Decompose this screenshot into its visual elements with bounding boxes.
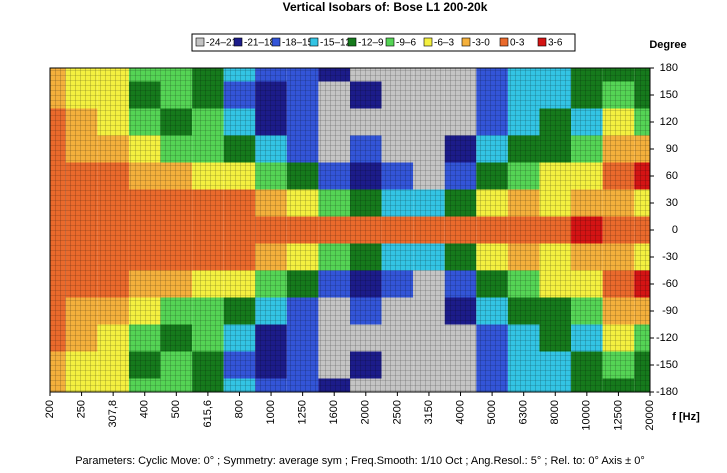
y-tick-label: -120	[656, 332, 678, 344]
legend-swatch	[423, 37, 433, 47]
x-tick-label: 4000	[454, 400, 466, 424]
legend-swatch	[385, 37, 395, 47]
y-tick-label: 0	[672, 224, 678, 236]
legend-swatch	[271, 37, 281, 47]
x-tick-label: 615,6	[202, 400, 214, 428]
y-tick-label: 30	[666, 197, 678, 209]
x-tick-label: 1250	[297, 400, 309, 424]
legend-swatch	[499, 37, 509, 47]
x-tick-label: 200	[44, 400, 56, 418]
legend-label: -6–3	[434, 38, 454, 49]
y-tick-label: -180	[656, 386, 678, 398]
y-axis-label: Degree	[649, 39, 686, 51]
x-tick-label: 500	[170, 400, 182, 418]
x-tick-label: 307,8	[107, 400, 119, 428]
x-tick-label: 5000	[486, 400, 498, 424]
legend-label: -21–18	[244, 38, 276, 49]
y-tick-label: 90	[666, 143, 678, 155]
legend-swatch	[309, 37, 319, 47]
legend-swatch	[537, 37, 547, 47]
x-tick-label: 2000	[360, 400, 372, 424]
y-tick-label: 150	[660, 89, 678, 101]
legend-label: -3-0	[472, 38, 490, 49]
legend-label: 3-6	[548, 38, 563, 49]
legend-swatch	[233, 37, 243, 47]
footer: Parameters: Cyclic Move: 0° ; Symmetry: …	[75, 455, 645, 467]
x-tick-label: 20000	[644, 400, 656, 431]
y-tick-label: 180	[660, 62, 678, 74]
x-tick-label: 1600	[328, 400, 340, 424]
x-tick-label: 3150	[423, 400, 435, 424]
x-tick-label: 800	[233, 400, 245, 418]
y-tick-label: -90	[662, 305, 678, 317]
legend-swatch	[461, 37, 471, 47]
x-axis-label: f [Hz]	[672, 411, 700, 423]
mesh	[50, 68, 650, 392]
legend-swatch	[347, 37, 357, 47]
legend-label: -18–15	[282, 38, 314, 49]
x-tick-label: 12500	[612, 400, 624, 431]
legend-box	[191, 33, 576, 52]
x-tick-label: 400	[139, 400, 151, 418]
y-tick-label: -30	[662, 251, 678, 263]
legend-label: -15–12	[320, 38, 352, 49]
legend-label: 0-3	[510, 38, 525, 49]
legend-label: -9–6	[396, 38, 416, 49]
x-tick-label: 8000	[549, 400, 561, 424]
x-tick-label: 6300	[518, 400, 530, 424]
chart-title: Vertical Isobars of: Bose L1 200-20k	[283, 0, 488, 14]
y-tick-label: 120	[660, 116, 678, 128]
x-tick-label: 2500	[391, 400, 403, 424]
y-tick-label: -150	[656, 359, 678, 371]
x-tick-label: 250	[75, 400, 87, 418]
legend-label: -24–21	[206, 38, 238, 49]
legend-swatch	[195, 37, 205, 47]
y-tick-label: -60	[662, 278, 678, 290]
legend-label: -12–9	[358, 38, 384, 49]
y-tick-label: 60	[666, 170, 678, 182]
x-tick-label: 1000	[265, 400, 277, 424]
x-tick-label: 10000	[581, 400, 593, 431]
